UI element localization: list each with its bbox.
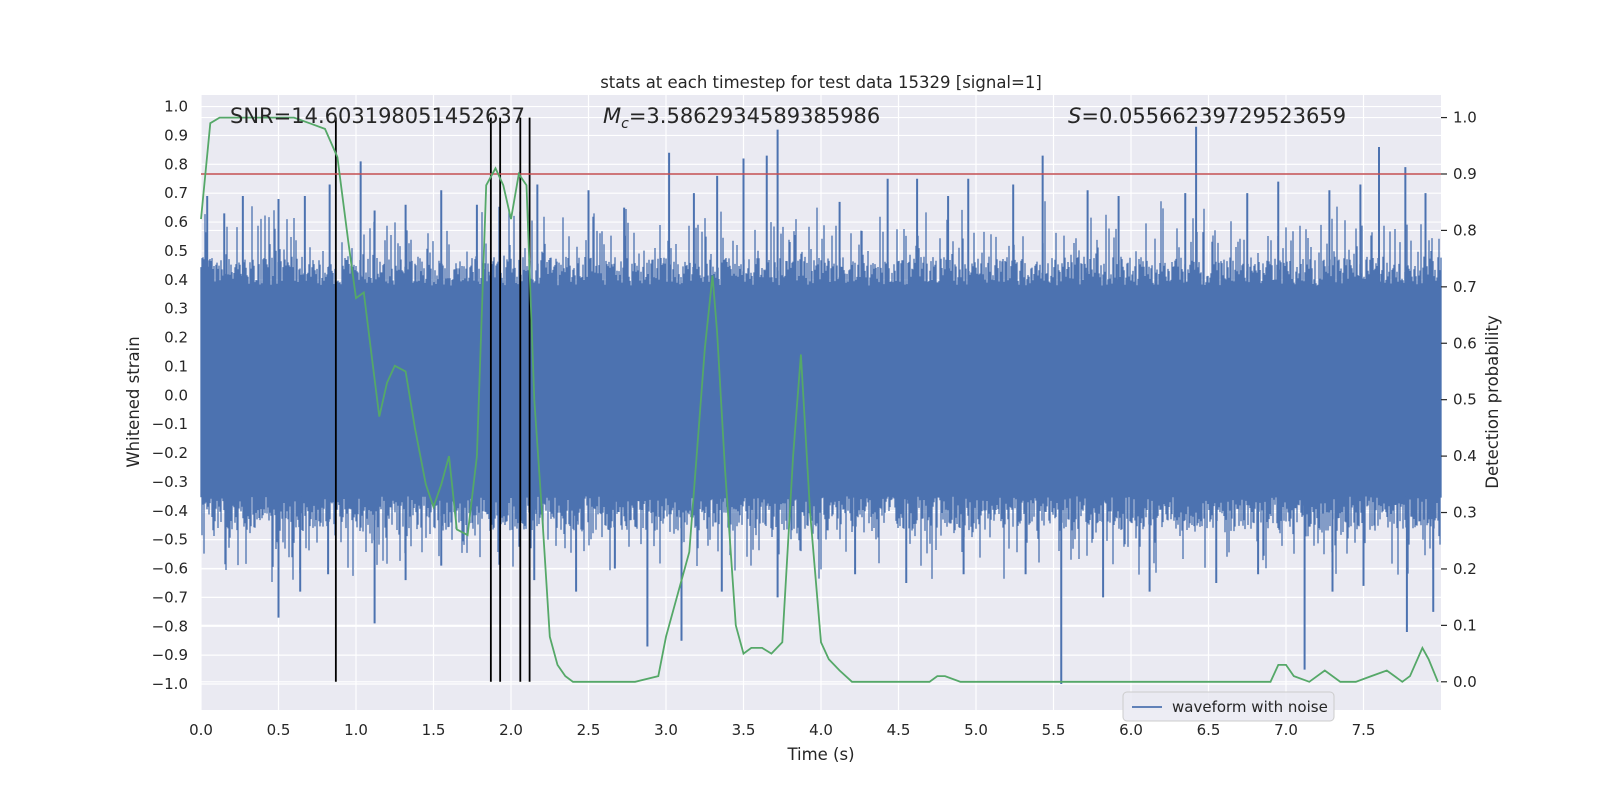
x-tick-labels: 0.0 0.5 1.0 1.5 2.0 2.5 3.0 3.5 4.0 4.5 5.0 5.5 6.0 6… <box>189 721 1375 739</box>
legend-label: waveform with noise <box>1172 698 1328 716</box>
chirp-mass-annotation: Mc=3.5862934589385986 <box>603 104 880 132</box>
x-tick-label: 5.5 <box>1042 721 1066 739</box>
x-tick-label: 0.0 <box>189 721 213 739</box>
waveform-series <box>200 126 1442 685</box>
x-tick-label: 6.5 <box>1197 721 1221 739</box>
left-y-tick-label: 0.4 <box>164 271 188 289</box>
right-y-tick-labels: 1.0 0.9 0.8 0.7 0.6 0.5 0.4 0.3 0.2 0.1 0.0 <box>1441 109 1477 691</box>
right-y-tick-label: 0.2 <box>1453 560 1477 578</box>
right-y-tick-label: 0.0 <box>1453 673 1477 691</box>
x-tick-label: 0.5 <box>267 721 291 739</box>
left-y-tick-label: −0.2 <box>152 444 188 462</box>
left-y-tick-label: 0.2 <box>164 329 188 347</box>
right-y-tick-label: 1.0 <box>1453 109 1477 127</box>
chirp-mass-value: =3.5862934589385986 <box>629 104 880 128</box>
x-tick-label: 1.0 <box>344 721 368 739</box>
chart-title: stats at each timestep for test data 153… <box>600 73 1042 92</box>
x-tick-label: 2.5 <box>577 721 601 739</box>
left-y-tick-label: −0.6 <box>152 560 188 578</box>
left-y-tick-label: 0.5 <box>164 242 188 260</box>
vertical-markers <box>334 117 531 682</box>
left-y-tick-label: −0.9 <box>152 646 188 664</box>
legend-box <box>1122 691 1335 722</box>
left-y-tick-label: 0.9 <box>164 126 188 144</box>
right-y-tick-label: 0.5 <box>1453 391 1477 409</box>
right-y-tick-label: 0.4 <box>1453 447 1477 465</box>
waveform-core <box>201 285 1441 497</box>
left-y-tick-labels: 1.0 0.9 0.8 0.7 0.6 0.5 0.4 0.3 0.2 0.1 0.0 −0.1 −0.… <box>152 98 188 693</box>
left-y-tick-label: −0.8 <box>152 617 188 635</box>
legend: waveform with noise <box>1122 691 1335 722</box>
left-y-tick-label: −0.5 <box>152 531 188 549</box>
s-symbol: S <box>1068 104 1081 128</box>
x-tick-label: 6.0 <box>1119 721 1143 739</box>
x-tick-label: 1.5 <box>422 721 446 739</box>
x-tick-label: 7.5 <box>1352 721 1376 739</box>
x-tick-label: 5.0 <box>964 721 988 739</box>
x-tick-label: 3.0 <box>654 721 678 739</box>
chirp-mass-symbol: M <box>603 104 621 128</box>
right-y-tick-label: 0.3 <box>1453 504 1477 522</box>
detection-probability-line <box>200 116 1439 683</box>
left-y-tick-label: −0.3 <box>152 473 188 491</box>
left-y-tick-label: −0.1 <box>152 415 188 433</box>
x-tick-label: 7.0 <box>1274 721 1298 739</box>
chirp-mass-subscript: c <box>621 116 629 132</box>
left-y-tick-label: 0.0 <box>164 386 188 404</box>
left-y-tick-label: −0.7 <box>152 588 188 606</box>
x-tick-label: 4.0 <box>809 721 833 739</box>
right-y-tick-label: 0.6 <box>1453 334 1477 352</box>
left-y-tick-label: −0.4 <box>152 502 188 520</box>
left-y-axis-label: Whitened strain <box>124 336 143 467</box>
left-y-tick-label: −1.0 <box>152 675 188 693</box>
right-y-tick-label: 0.8 <box>1453 221 1477 239</box>
s-value: =0.05566239729523659 <box>1081 104 1346 128</box>
right-y-axis-label: Detection probability <box>1483 315 1502 489</box>
left-y-tick-label: 0.8 <box>164 155 188 173</box>
left-y-tick-label: 0.3 <box>164 300 188 318</box>
x-axis-label: Time (s) <box>786 745 854 764</box>
snr-annotation: SNR=14.603198051452637 <box>230 104 525 128</box>
x-tick-label: 3.5 <box>732 721 756 739</box>
left-y-tick-label: 1.0 <box>164 98 188 116</box>
x-tick-label: 2.0 <box>499 721 523 739</box>
left-y-tick-label: 0.1 <box>164 357 188 375</box>
right-y-tick-label: 0.9 <box>1453 165 1477 183</box>
left-y-tick-label: 0.7 <box>164 184 188 202</box>
right-y-tick-label: 0.7 <box>1453 278 1477 296</box>
x-tick-label: 4.5 <box>887 721 911 739</box>
probability-series <box>200 116 1439 683</box>
left-y-tick-label: 0.6 <box>164 213 188 231</box>
s-annotation: S=0.05566239729523659 <box>1068 104 1346 128</box>
right-y-tick-label: 0.1 <box>1453 616 1477 634</box>
